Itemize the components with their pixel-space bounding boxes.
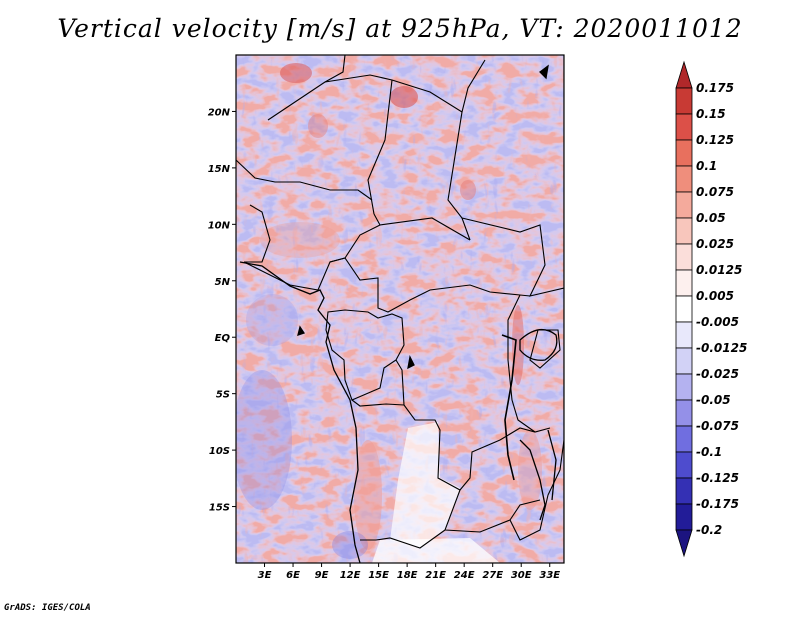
vertical-velocity-field bbox=[236, 55, 564, 563]
map-title: Vertical velocity [m/s] at 925hPa, VT: 2… bbox=[57, 14, 743, 43]
lat-label: 10N bbox=[208, 220, 231, 231]
colorbar-label: -0.175 bbox=[696, 497, 739, 511]
colorbar-swatch bbox=[675, 243, 693, 271]
colorbar-swatch bbox=[675, 87, 693, 115]
colorbar-swatch bbox=[675, 321, 693, 349]
lat-label: 10S bbox=[209, 446, 230, 457]
colorbar-swatch bbox=[675, 399, 693, 427]
lat-label: 15N bbox=[208, 164, 231, 175]
latitude-axis: 20N 15N 10N 5N EQ 5S 10S 15S bbox=[208, 107, 236, 514]
lon-label: 33E bbox=[539, 570, 560, 581]
colorbar-label: 0.125 bbox=[696, 133, 734, 147]
longitude-axis: 3E 6E 9E 12E 15E 18E 21E 24E 27E 30E 33E bbox=[258, 563, 560, 581]
lon-label: 27E bbox=[482, 570, 503, 581]
lon-label: 24E bbox=[454, 570, 475, 581]
colorbar-swatch bbox=[675, 347, 693, 375]
lon-label: 15E bbox=[368, 570, 389, 581]
colorbar-label: -0.1 bbox=[696, 445, 722, 459]
colorbar-swatch bbox=[675, 113, 693, 141]
coastline bbox=[239, 64, 558, 563]
country-borders bbox=[236, 55, 564, 563]
colorbar-swatch bbox=[675, 139, 693, 167]
lat-label: 5S bbox=[216, 390, 230, 401]
colorbar-top-arrow bbox=[675, 60, 693, 89]
colorbar-swatch bbox=[675, 295, 693, 323]
colorbar-label: -0.2 bbox=[696, 523, 722, 537]
lat-label: 5N bbox=[215, 277, 231, 288]
colorbar-label: -0.005 bbox=[696, 315, 739, 329]
lon-label: 6E bbox=[286, 570, 300, 581]
colorbar-label: 0.15 bbox=[696, 107, 726, 121]
lat-label: 20N bbox=[208, 107, 231, 118]
colorbar-swatch bbox=[675, 503, 693, 531]
colorbar-label: 0.05 bbox=[696, 211, 726, 225]
lat-label: EQ bbox=[215, 333, 231, 344]
grads-credit: GrADS: IGES/COLA bbox=[4, 603, 91, 613]
lon-label: 30E bbox=[511, 570, 532, 581]
lon-label: 9E bbox=[315, 570, 329, 581]
colorbar-label: 0.175 bbox=[696, 81, 734, 95]
colorbar-label: 0.1 bbox=[696, 159, 717, 173]
map-frame bbox=[235, 54, 565, 564]
lon-label: 21E bbox=[425, 570, 446, 581]
colorbar-label: 0.025 bbox=[696, 237, 734, 251]
colorbar-label: -0.0125 bbox=[696, 341, 747, 355]
lat-label: 15S bbox=[209, 503, 230, 514]
colorbar-label: -0.075 bbox=[696, 419, 739, 433]
colorbar-swatch bbox=[675, 451, 693, 479]
colorbar-label: -0.05 bbox=[696, 393, 731, 407]
colorbar-label: 0.075 bbox=[696, 185, 734, 199]
colorbar-swatch bbox=[675, 425, 693, 453]
colorbar-label: 0.0125 bbox=[696, 263, 742, 277]
colorbar-swatch bbox=[675, 165, 693, 193]
colorbar-label: 0.005 bbox=[696, 289, 734, 303]
colorbar-label: -0.025 bbox=[696, 367, 739, 381]
colorbar-bottom-arrow bbox=[675, 529, 693, 558]
lon-label: 12E bbox=[340, 570, 361, 581]
colorbar-label: -0.125 bbox=[696, 471, 739, 485]
lon-label: 3E bbox=[258, 570, 272, 581]
colorbar-swatch bbox=[675, 477, 693, 505]
colorbar: 0.175 0.15 0.125 0.1 0.075 0.05 0.025 0.0125 0.0… bbox=[675, 60, 747, 558]
colorbar-swatch bbox=[675, 191, 693, 219]
lon-label: 18E bbox=[397, 570, 418, 581]
colorbar-swatch bbox=[675, 217, 693, 245]
colorbar-swatch bbox=[675, 269, 693, 297]
colorbar-swatch bbox=[675, 373, 693, 401]
